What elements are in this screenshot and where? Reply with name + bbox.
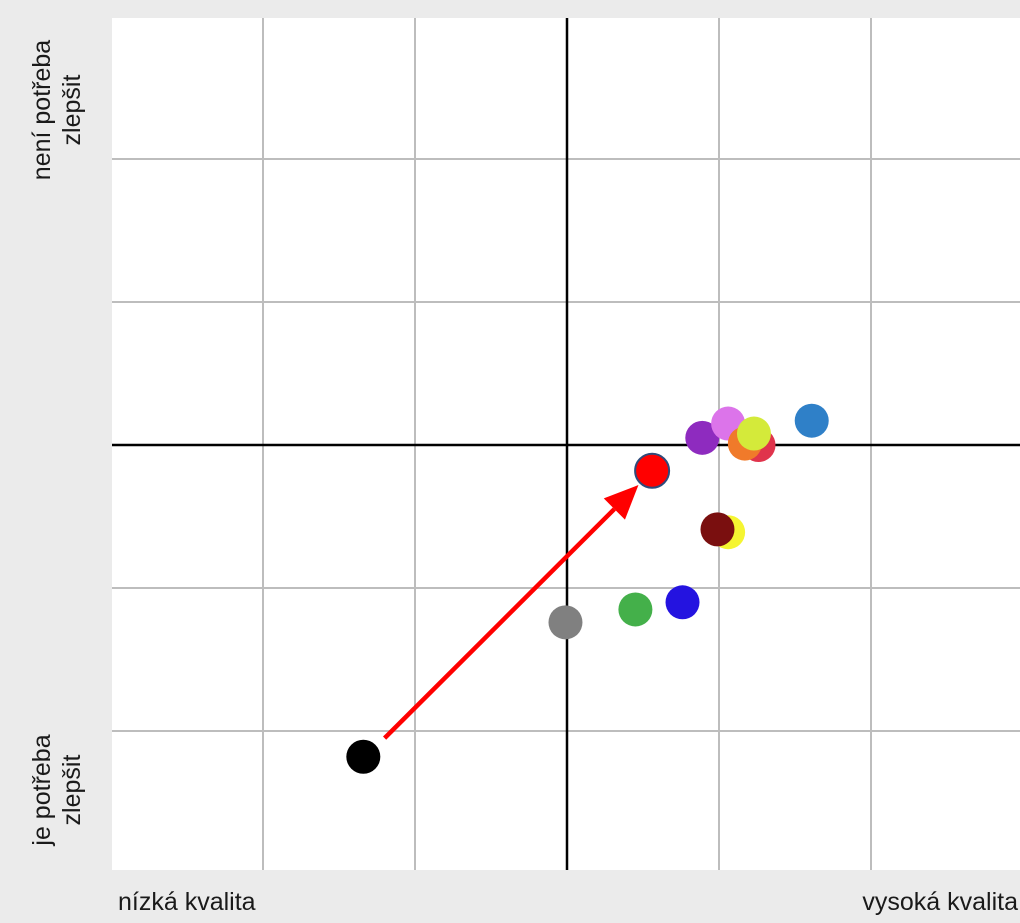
y-axis-low-label: je potřeba zlepšit [28, 734, 86, 846]
y-axis-high-label-line1: není potřeba [28, 40, 56, 180]
arrow-layer [383, 485, 639, 740]
data-point [700, 512, 735, 547]
data-points [346, 403, 829, 774]
data-point [548, 605, 583, 640]
data-point [794, 403, 829, 438]
data-point [736, 416, 771, 451]
y-axis-low-label-line1: je potřeba [28, 734, 56, 846]
data-point [634, 452, 671, 489]
arrow-shaft [383, 507, 616, 740]
center-axes [112, 18, 1020, 870]
data-point [346, 739, 381, 774]
x-axis-high-label: vysoká kvalita [862, 888, 1018, 916]
y-axis-low-label-line2: zlepšit [58, 755, 86, 826]
x-axis-low-label: nízká kvalita [118, 888, 256, 916]
y-axis-high-label-line2: zlepšit [58, 75, 86, 146]
y-axis-high-label: není potřeba zlepšit [28, 40, 86, 180]
data-point [685, 420, 720, 455]
arrow-head [603, 485, 639, 520]
data-point [665, 585, 700, 620]
data-point [618, 592, 653, 627]
